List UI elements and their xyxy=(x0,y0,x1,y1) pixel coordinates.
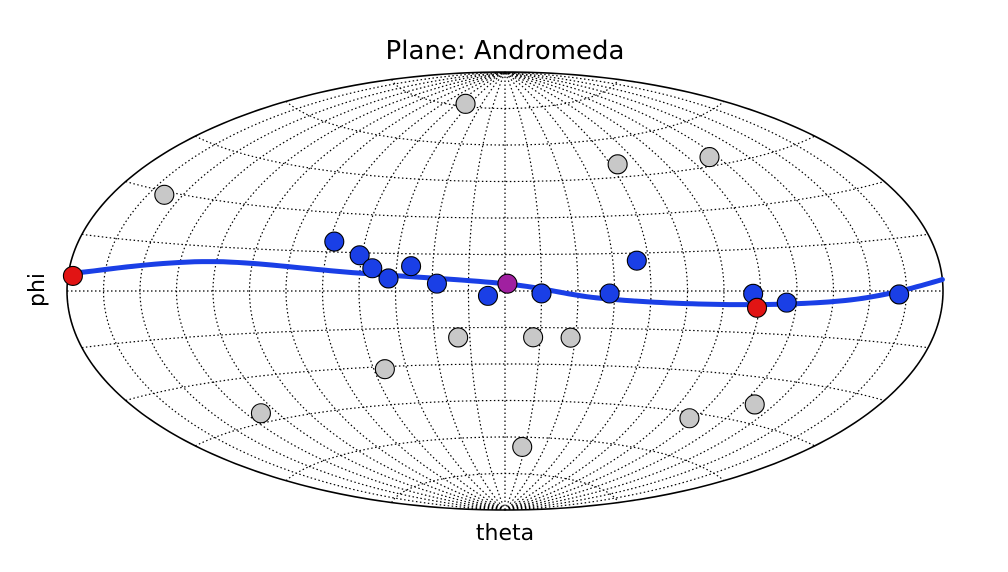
grid-meridian xyxy=(504,71,579,511)
grid-parallel xyxy=(285,100,725,146)
data-point xyxy=(512,436,533,457)
graticule-grid xyxy=(67,71,943,511)
data-point xyxy=(362,258,383,279)
data-point xyxy=(62,265,83,286)
map-frame xyxy=(66,71,944,511)
data-point xyxy=(523,327,544,348)
grid-meridian xyxy=(212,71,506,511)
data-point xyxy=(531,283,552,304)
grid-parallel xyxy=(81,233,929,256)
data-point xyxy=(746,297,768,318)
data-point xyxy=(560,327,581,348)
data-point xyxy=(349,245,370,266)
data-point xyxy=(455,93,476,114)
data-point xyxy=(497,273,518,294)
grid-parallel xyxy=(125,363,885,402)
grid-meridian xyxy=(321,71,506,511)
grid-meridian xyxy=(431,71,506,511)
data-point xyxy=(154,184,175,205)
grid-meridian xyxy=(139,71,506,511)
grid-parallel xyxy=(285,436,725,482)
data-point xyxy=(374,359,395,380)
data-point xyxy=(607,154,628,175)
data-point xyxy=(324,231,345,252)
data-point xyxy=(378,268,399,289)
grid-parallel xyxy=(125,180,885,219)
data-point xyxy=(699,147,720,168)
data-points xyxy=(62,93,910,457)
data-point xyxy=(626,250,647,271)
data-point xyxy=(448,327,469,348)
grid-parallel xyxy=(81,326,929,349)
grid-meridian xyxy=(248,71,506,511)
data-point xyxy=(401,256,422,277)
data-point xyxy=(744,394,765,415)
x-axis-label: theta xyxy=(476,521,534,546)
grid-parallel xyxy=(391,79,619,110)
grid-parallel xyxy=(195,135,815,183)
plane-curve xyxy=(78,259,945,308)
grid-meridian xyxy=(504,71,835,511)
data-point xyxy=(889,284,910,305)
grid-meridian xyxy=(504,71,871,511)
grid-parallel xyxy=(195,399,815,447)
data-point xyxy=(477,285,499,306)
grid-parallel xyxy=(391,472,619,503)
chart-title: Plane: Andromeda xyxy=(386,36,625,66)
grid-meridian xyxy=(504,71,798,511)
data-point xyxy=(250,403,271,424)
data-point xyxy=(426,273,447,294)
data-point xyxy=(599,283,620,304)
y-axis-label: phi xyxy=(25,273,50,307)
data-point xyxy=(776,292,797,313)
data-point xyxy=(679,408,700,429)
